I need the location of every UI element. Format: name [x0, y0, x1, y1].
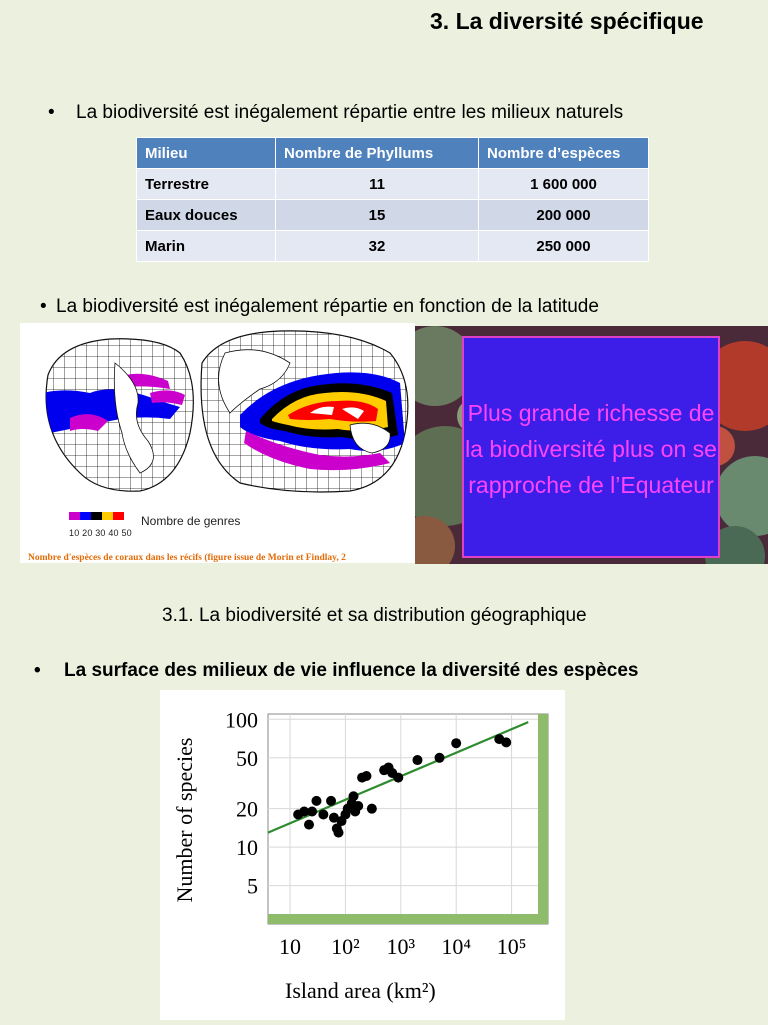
- data-point: [434, 752, 445, 763]
- y-axis-label: Number of species: [172, 738, 197, 903]
- data-point: [311, 795, 322, 806]
- x-tick-label: 10⁴: [441, 934, 471, 959]
- data-point: [451, 738, 462, 749]
- bullet-surface-text: La surface des milieux de vie influence …: [64, 660, 639, 681]
- milieux-table: Milieu Nombre de Phyllums Nombre d’espèc…: [136, 137, 649, 262]
- table-header-especes: Nombre d’espèces: [478, 137, 649, 169]
- bullet-latitude: • La biodiversité est inégalement réparti…: [40, 296, 599, 318]
- equator-callout-box: Plus grande richesse de la biodiversité …: [462, 336, 720, 558]
- table-header-milieu: Milieu: [136, 137, 276, 169]
- data-point: [361, 771, 372, 782]
- table-row: Terrestre 11 1 600 000: [136, 168, 649, 200]
- data-point: [318, 809, 329, 820]
- legend-swatch: [80, 512, 91, 520]
- section-heading-3-1: 3.1. La biodiversité et sa distribution …: [162, 605, 587, 626]
- table-cell-phyllums: 15: [275, 199, 479, 231]
- table-cell-phyllums: 11: [275, 168, 479, 200]
- map-legend-ticks: 10 20 30 40 50: [69, 528, 132, 538]
- world-map-image: [45, 330, 409, 520]
- data-point: [326, 795, 337, 806]
- x-tick-label: 10²: [331, 934, 360, 959]
- legend-swatches: [69, 512, 124, 520]
- table-cell-especes: 1 600 000: [478, 168, 649, 200]
- bullet-symbol: •: [40, 296, 47, 317]
- table-cell-especes: 250 000: [478, 230, 649, 262]
- x-tick-label: 10: [279, 934, 301, 959]
- table-cell-phyllums: 32: [275, 230, 479, 262]
- data-point: [366, 803, 377, 814]
- plot-x-band: [268, 914, 548, 924]
- bullet-latitude-text: La biodiversité est inégalement répartie…: [56, 296, 599, 317]
- table-row: Eaux douces 15 200 000: [136, 199, 649, 231]
- data-point: [328, 812, 339, 823]
- data-point: [393, 772, 404, 783]
- x-tick-label: 10³: [387, 934, 416, 959]
- table-header-phyllums: Nombre de Phyllums: [275, 137, 479, 169]
- bullet-surface: • La surface des milieux de vie influence…: [34, 660, 639, 682]
- plot-area: [267, 713, 549, 925]
- page-title: 3. La diversité spécifique: [430, 8, 704, 34]
- bullet-symbol: •: [34, 660, 41, 681]
- legend-swatch: [69, 512, 80, 520]
- data-point: [412, 755, 423, 766]
- legend-swatch: [102, 512, 113, 520]
- y-tick-label: 5: [247, 874, 258, 899]
- y-tick-label: 50: [236, 746, 258, 771]
- table-header-row: Milieu Nombre de Phyllums Nombre d’espèc…: [136, 137, 649, 169]
- bullet-symbol: •: [48, 102, 55, 123]
- y-tick-label: 10: [236, 835, 258, 860]
- data-point: [304, 819, 315, 830]
- map-lobe-americas: [45, 338, 194, 492]
- x-tick-label: 10⁵: [497, 934, 527, 959]
- species-area-chart: 5 10 20 50 100 10 10² 10³ 10⁴ 10⁵ Island area (k…: [160, 690, 565, 1020]
- table-row: Marin 32 250 000: [136, 230, 649, 262]
- map-legend-label: Nombre de genres: [141, 514, 241, 528]
- data-point: [353, 800, 364, 811]
- bullet-milieux: • La biodiversité est inégalement réparti…: [48, 102, 623, 124]
- legend-swatch: [113, 512, 124, 520]
- table-cell-especes: 200 000: [478, 199, 649, 231]
- data-point: [348, 791, 359, 802]
- table-cell-milieu: Terrestre: [136, 168, 276, 200]
- plot-y-band: [538, 714, 548, 924]
- data-point: [307, 806, 318, 817]
- table-cell-milieu: Marin: [136, 230, 276, 262]
- bullet-milieux-text: La biodiversité est inégalement répartie…: [76, 102, 624, 123]
- equator-callout-text: Plus grande richesse de la biodiversité …: [465, 400, 717, 498]
- y-tick-label: 100: [225, 707, 258, 732]
- coral-diversity-map: [20, 323, 415, 563]
- map-caption: Nombre d'espèces de coraux dans les réci…: [28, 553, 346, 563]
- y-tick-label: 20: [236, 797, 258, 822]
- x-axis-label: Island area (km²): [285, 978, 436, 1003]
- species-area-plot: 5 10 20 50 100 10 10² 10³ 10⁴ 10⁵ Island area (k…: [172, 707, 549, 1003]
- data-point: [501, 737, 512, 748]
- map-lobe-indo-pacific: [200, 330, 409, 493]
- data-point: [299, 806, 310, 817]
- legend-swatch: [91, 512, 102, 520]
- table-cell-milieu: Eaux douces: [136, 199, 276, 231]
- data-point: [333, 827, 344, 838]
